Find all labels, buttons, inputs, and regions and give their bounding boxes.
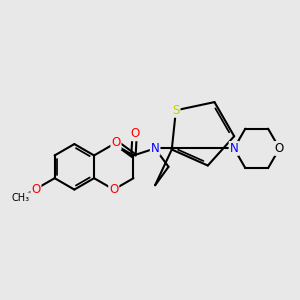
Text: O: O [31,182,40,196]
Text: N: N [230,142,238,155]
Text: O: O [109,183,119,196]
Text: O: O [275,142,284,155]
Text: N: N [151,142,160,155]
Text: CH₃: CH₃ [11,193,30,203]
Text: S: S [172,104,180,117]
Text: O: O [130,127,139,140]
Text: O: O [111,136,121,149]
